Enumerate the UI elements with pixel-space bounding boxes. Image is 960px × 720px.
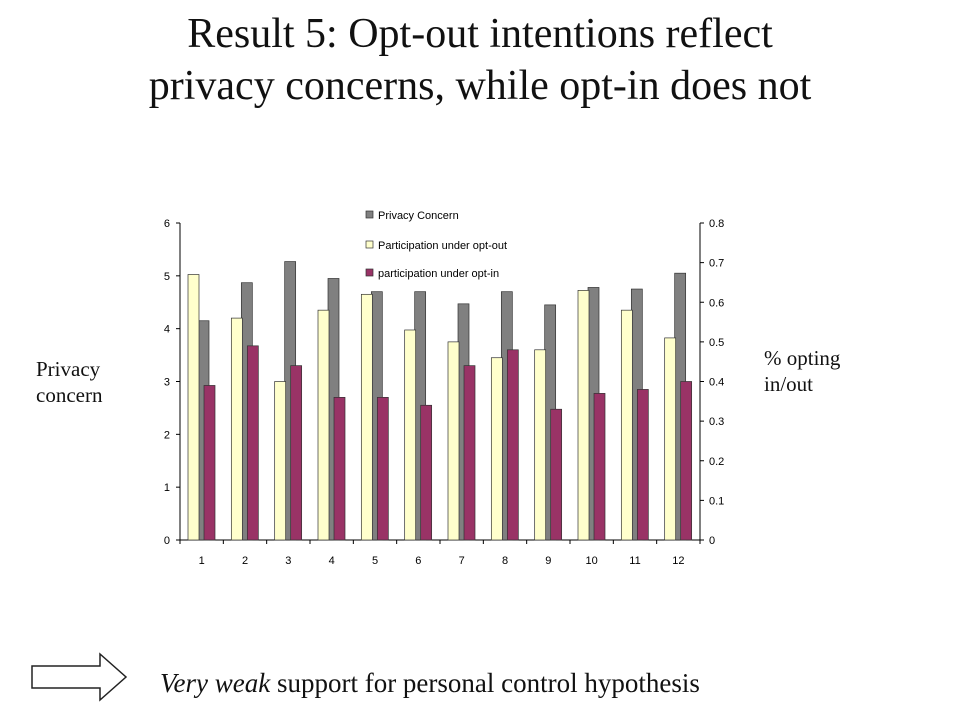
left-axis-label-line-1: Privacy: [36, 357, 101, 381]
left-tick-label: 3: [164, 377, 170, 389]
conclusion-rest: support for personal control hypothesis: [270, 668, 700, 698]
bar-opt-out: [404, 329, 417, 541]
bar-opt-out: [534, 349, 547, 541]
right-tick-label: 0.3: [709, 416, 724, 428]
legend-swatch: [365, 240, 374, 249]
x-tick-label: 5: [372, 555, 378, 567]
bar-opt-out: [317, 309, 330, 541]
left-tick-label: 6: [164, 218, 170, 230]
x-tick-label: 9: [545, 555, 551, 567]
bar-opt-out: [447, 341, 460, 541]
left-tick-label: 2: [164, 429, 170, 441]
right-axis-label-line-1: % opting: [764, 346, 841, 370]
right-tick-label: 0.1: [709, 495, 724, 507]
bar-opt-out: [274, 381, 287, 541]
bar-opt-in: [550, 408, 563, 541]
right-arrow-icon: [31, 652, 128, 702]
bar-opt-in: [636, 389, 649, 541]
legend-label: Privacy Concern: [378, 210, 459, 222]
bar-opt-in: [593, 393, 606, 541]
bar-opt-in: [290, 365, 303, 541]
legend-label: participation under opt-in: [378, 268, 499, 280]
bar-opt-in: [680, 381, 693, 541]
title-line-2: privacy concerns, while opt-in does not: [148, 63, 812, 109]
bar-opt-out: [577, 290, 590, 541]
right-tick-label: 0.5: [709, 337, 724, 349]
right-tick-label: 0: [709, 535, 715, 547]
x-tick-label: 7: [459, 555, 465, 567]
right-axis-label-line-2: in/out: [764, 372, 814, 396]
conclusion-emphasis: Very weak: [160, 668, 271, 698]
right-axis-label: % opting in/out: [764, 345, 884, 397]
conclusion-text: Very weak support for personal control h…: [160, 668, 700, 699]
x-tick-label: 10: [586, 555, 598, 567]
left-axis-label: Privacy concern: [36, 356, 146, 408]
right-tick-label: 0.4: [709, 377, 724, 389]
left-tick-label: 0: [164, 535, 170, 547]
bar-opt-out: [620, 309, 633, 541]
bar-opt-in: [420, 404, 433, 541]
bar-opt-in: [333, 397, 346, 541]
right-tick-label: 0.2: [709, 456, 724, 468]
x-tick-label: 12: [672, 555, 684, 567]
title-line-1: Result 5: Opt-out intentions reflect: [187, 11, 773, 57]
x-tick-label: 4: [329, 555, 335, 567]
bar-opt-in: [246, 345, 259, 541]
x-tick-label: 8: [502, 555, 508, 567]
left-axis-label-line-2: concern: [36, 383, 103, 407]
bar-opt-in: [203, 385, 216, 541]
legend-label: Participation under opt-out: [378, 240, 507, 252]
bar-opt-out: [664, 337, 677, 541]
bar-opt-out: [230, 317, 243, 541]
x-tick-label: 6: [415, 555, 421, 567]
right-tick-label: 0.7: [709, 258, 724, 270]
right-tick-label: 0.8: [709, 218, 724, 230]
legend-swatch: [365, 210, 374, 219]
bar-opt-in: [463, 365, 476, 541]
slide-title: Result 5: Opt-out intentions reflect pri…: [0, 8, 960, 112]
bar-opt-in: [506, 349, 519, 541]
right-tick-label: 0.6: [709, 297, 724, 309]
x-tick-label: 11: [629, 555, 640, 567]
bar-opt-out: [360, 293, 373, 541]
x-tick-label: 1: [199, 555, 205, 567]
left-tick-label: 5: [164, 271, 170, 283]
bar-opt-out: [187, 274, 200, 541]
legend-swatch: [365, 268, 374, 277]
bar-opt-out: [490, 357, 503, 541]
x-tick-label: 2: [242, 555, 248, 567]
left-tick-label: 4: [164, 324, 170, 336]
left-tick-label: 1: [164, 482, 170, 494]
x-tick-label: 3: [285, 555, 291, 567]
bar-opt-in: [376, 397, 389, 541]
